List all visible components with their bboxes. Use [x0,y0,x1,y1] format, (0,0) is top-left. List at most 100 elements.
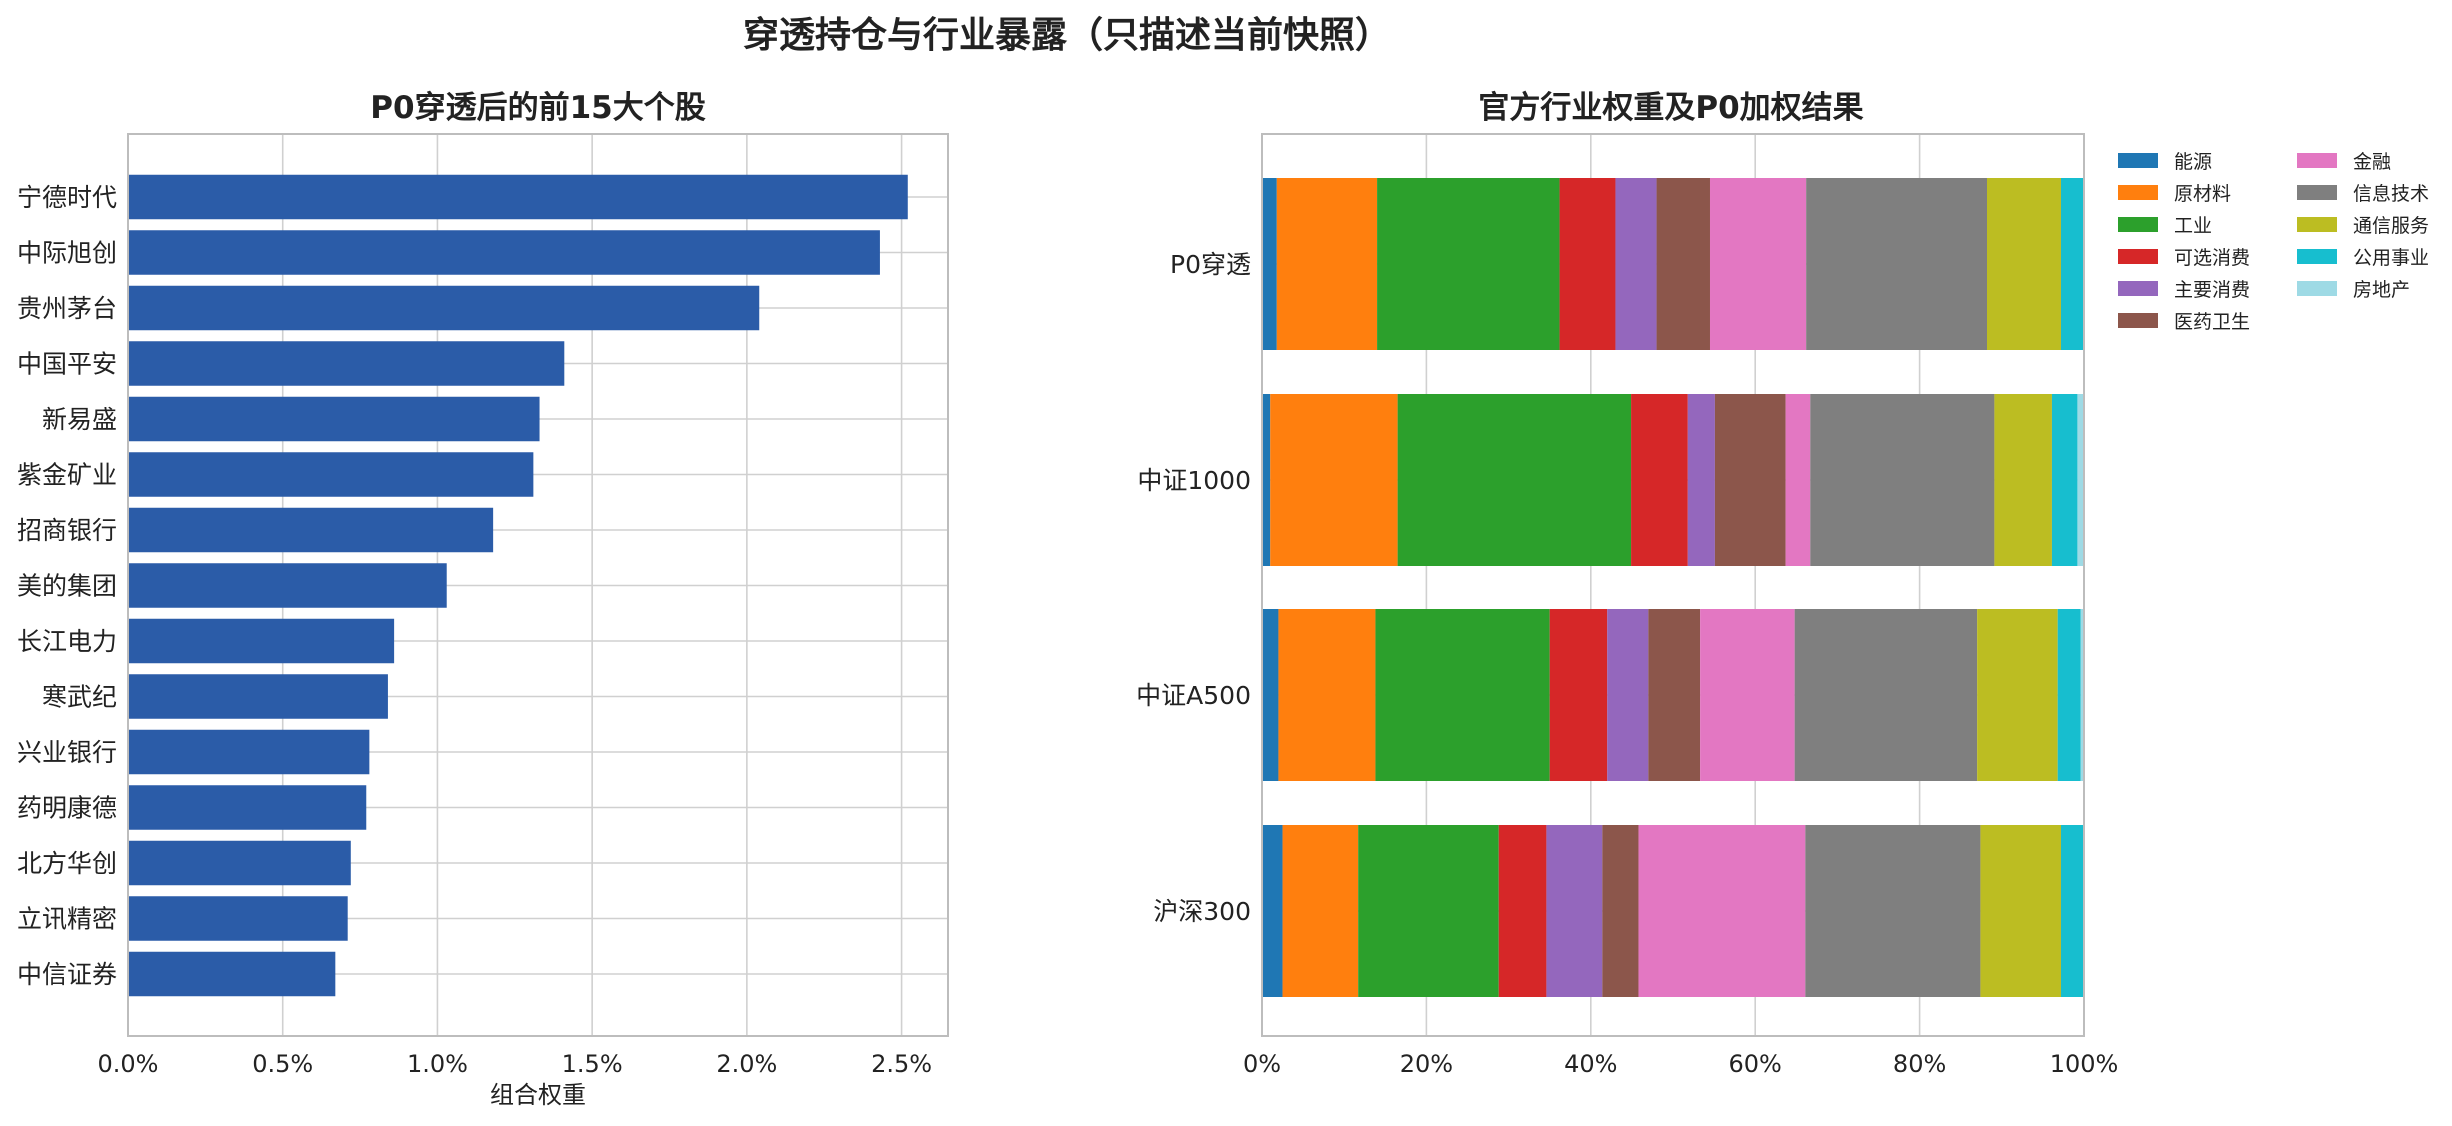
legend-swatch [2297,249,2337,264]
industry-weights-frame [1261,133,2085,1037]
figure-title: 穿透持仓与行业暴露（只描述当前快照） [743,15,1391,56]
industry-segment [2080,609,2084,781]
industry-segment [1687,394,1715,566]
legend-swatch [2118,153,2158,168]
stock-label: 兴业银行 [17,738,117,767]
stock-bar [128,951,336,997]
industry-segment [1262,394,1271,566]
industry-segment [1648,609,1701,781]
legend-label: 能源 [2174,151,2212,173]
stock-bar [128,896,348,941]
x-tick-label: 100% [2050,1050,2119,1078]
stock-label: 新易盛 [42,405,117,434]
index-label: 中证A500 [1136,681,1251,710]
stock-label: 紫金矿业 [17,461,117,490]
index-label: 沪深300 [1153,897,1251,926]
top-stocks-chart-title: P0穿透后的前15大个股 [370,90,705,126]
industry-segment [1638,825,1806,997]
industry-segment [1262,825,1283,997]
industry-segment [1987,178,2061,350]
stock-bar [128,341,565,386]
x-tick-label: 40% [1564,1050,1617,1078]
industry-segment [1358,825,1499,997]
legend-swatch [2297,281,2337,296]
stock-label: 寒武纪 [42,683,117,712]
stock-label: 美的集团 [17,572,117,601]
industry-segment [1794,609,1978,781]
industry-segment [1498,825,1547,997]
stock-label: 长江电力 [17,627,117,656]
legend-label: 通信服务 [2353,215,2429,237]
x-tick-label: 2.5% [871,1050,932,1078]
industry-segment [1785,394,1811,566]
index-label: 中证1000 [1137,466,1251,495]
industry-segment [1377,178,1560,350]
top-stocks-xlabel: 组合权重 [490,1081,586,1109]
legend-label: 信息技术 [2353,183,2429,205]
index-label: P0穿透 [1170,250,1251,279]
x-tick-label: 2.0% [716,1050,777,1078]
legend-swatch [2118,217,2158,232]
industry-segment [2077,394,2084,566]
industry-segment [2057,609,2081,781]
industry-segment [1805,825,1981,997]
industry-segment [1700,609,1795,781]
stock-bar [128,452,534,497]
industry-segment [1270,394,1398,566]
industry-segment [1262,178,1277,350]
legend-label: 公用事业 [2353,247,2429,269]
legend-swatch [2297,217,2337,232]
industry-segment [1631,394,1688,566]
stock-bar [128,396,540,442]
x-tick-label: 0.5% [252,1050,313,1078]
industry-segment [1980,825,2061,997]
stock-label: 立讯精密 [17,905,117,934]
x-tick-label: 80% [1893,1050,1946,1078]
industry-segment [1282,825,1359,997]
industry-segment [1262,609,1279,781]
industry-segment [1810,394,1995,566]
legend-label: 金融 [2353,151,2391,173]
stock-bar [128,618,395,664]
legend-swatch [2297,185,2337,200]
legend-label: 可选消费 [2174,247,2250,269]
legend-label: 医药卫生 [2174,311,2250,333]
top-stocks-chart: P0穿透后的前15大个股 宁德时代中际旭创贵州茅台中国平安新易盛紫金矿业招商银行… [17,90,949,1109]
stock-label: 北方华创 [17,849,117,878]
industry-segment [1549,609,1608,781]
industry-segment [1278,609,1376,781]
industry-segment [1276,178,1378,350]
industry-segment [1602,825,1639,997]
stock-label: 中信证券 [17,960,117,989]
x-tick-label: 1.0% [407,1050,468,1078]
industry-segment [1714,394,1786,566]
stock-label: 贵州茅台 [17,294,117,323]
industry-segment [1607,609,1649,781]
x-tick-label: 20% [1400,1050,1453,1078]
stock-bar [128,507,494,553]
stock-label: 药明康德 [17,794,117,823]
legend-swatch [2118,281,2158,296]
industry-segment [1375,609,1550,781]
stock-bar [128,285,760,331]
industry-segment [1977,609,2058,781]
industry-segment [2060,825,2084,997]
stock-bar [128,729,370,775]
legend-label: 房地产 [2353,279,2410,301]
industry-segment [1806,178,1988,350]
legend-label: 主要消费 [2174,279,2250,301]
industry-weights-chart-title: 官方行业权重及P0加权结果 [1478,90,1863,126]
legend-swatch [2118,185,2158,200]
stock-bar [128,785,367,830]
industry-segment [1615,178,1657,350]
stock-label: 中际旭创 [17,239,117,268]
industry-segment [1709,178,1807,350]
industry-segment [1656,178,1710,350]
top-stocks-frame [127,133,949,1037]
legend-label: 原材料 [2174,183,2231,205]
x-tick-label: 0.0% [98,1050,159,1078]
stock-bar [128,674,388,719]
